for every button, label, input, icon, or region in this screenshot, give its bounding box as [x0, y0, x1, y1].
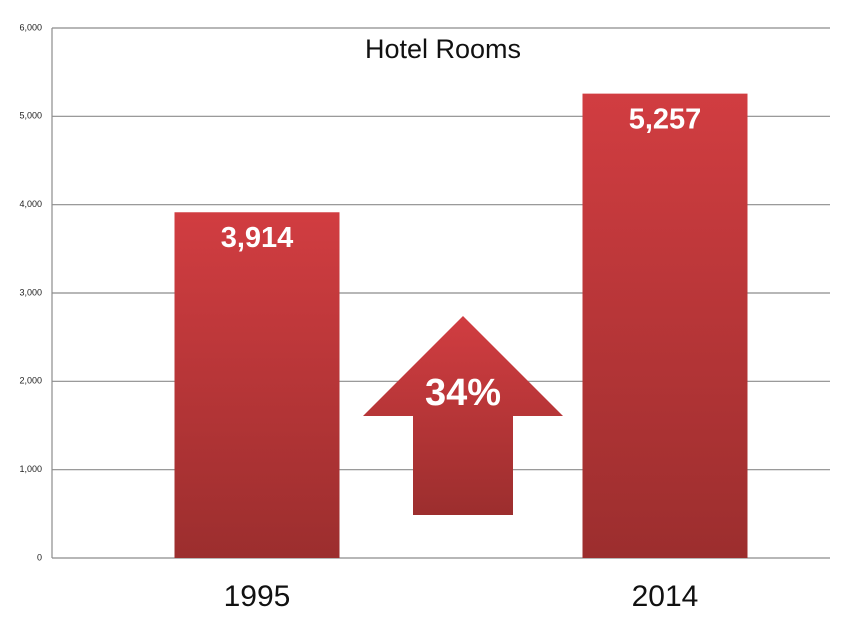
y-tick-label: 4,000	[19, 199, 42, 209]
bars	[174, 93, 748, 559]
bar	[174, 212, 340, 558]
x-tick-label: 2014	[632, 580, 699, 613]
y-tick-label: 3,000	[19, 287, 42, 297]
y-tick-label: 1,000	[19, 464, 42, 474]
y-tick-label: 5,000	[19, 111, 42, 121]
y-tick-label: 2,000	[19, 376, 42, 386]
increase-arrow: 34%	[363, 316, 563, 515]
y-tick-label: 6,000	[19, 22, 42, 32]
value-label: 3,914	[221, 222, 294, 254]
bar	[582, 93, 748, 559]
value-label: 5,257	[629, 103, 702, 135]
annotation: 34%	[425, 372, 501, 414]
x-tick-label: 1995	[224, 580, 291, 613]
chart-title: Hotel Rooms	[365, 34, 521, 64]
y-tick-label: 0	[37, 552, 42, 562]
arrow-shape	[363, 316, 563, 515]
